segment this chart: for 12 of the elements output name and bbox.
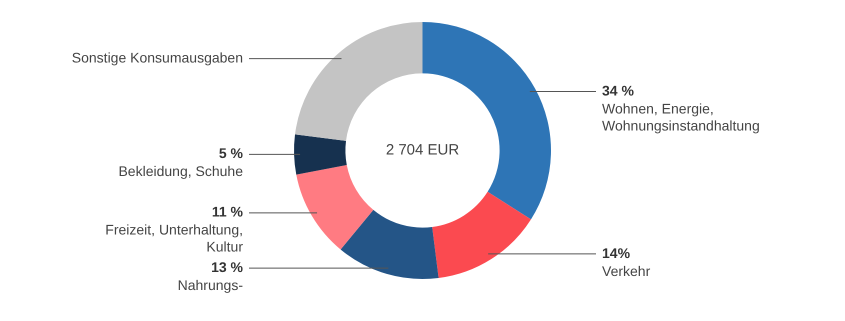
slice-label: Freizeit, Unterhaltung, Kultur: [105, 222, 244, 255]
data-label: 13 %: [211, 258, 244, 275]
data-label: 11 %: [212, 204, 244, 220]
slice-label: Verkehr: [602, 262, 651, 279]
data-label: 5 %: [218, 145, 244, 162]
slice-label: Bekleidung, Schuhe: [118, 163, 244, 180]
text: 2 704 EUR: [386, 142, 460, 159]
slice-label: Sonstige Konsumausgaben: [72, 49, 243, 66]
slice-label: Wohnen, Energie, Wohnungsinstandhaltung: [602, 100, 760, 134]
slice-label: Nahrungs-: [178, 276, 244, 293]
data-label: 34 %: [602, 82, 634, 98]
data-label: 14%: [602, 244, 631, 261]
